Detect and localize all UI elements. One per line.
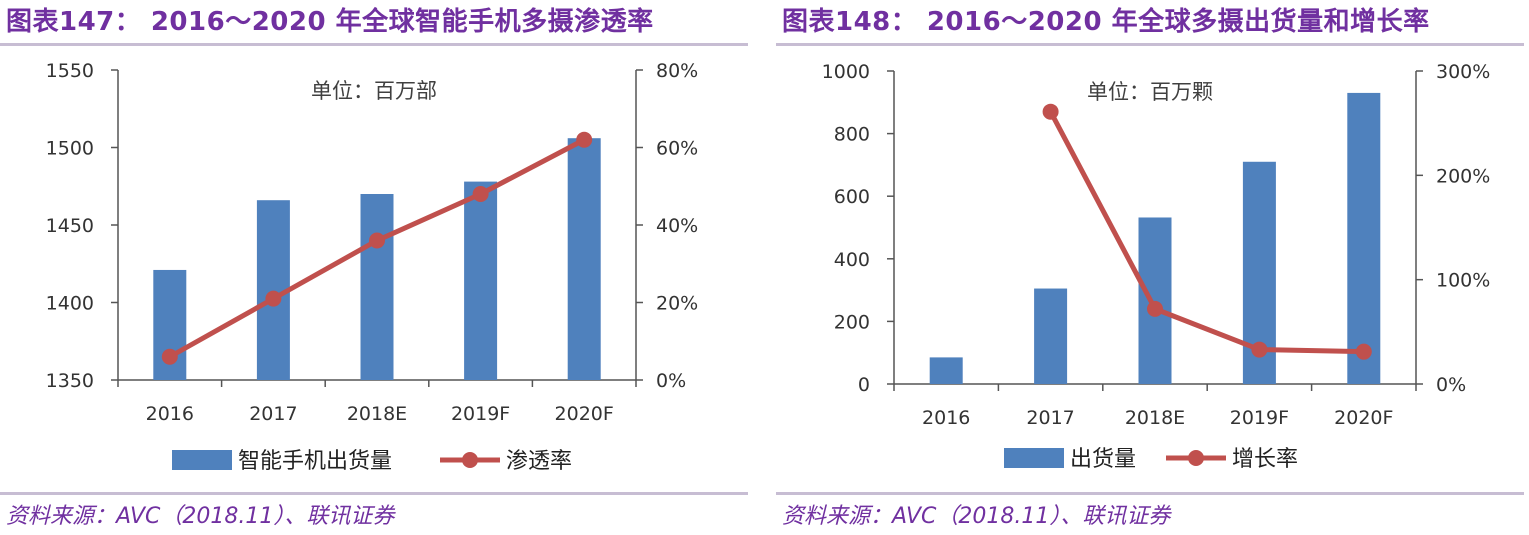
line-point-2020F <box>1355 343 1372 360</box>
right-axis-tick-label: 0% <box>1436 374 1466 396</box>
x-axis-category-label: 2017 <box>1026 407 1074 429</box>
line-point-2018E <box>1147 300 1163 317</box>
line-point-2020F <box>576 131 593 148</box>
left-axis-tick-label: 1500 <box>46 138 94 160</box>
bar-2017 <box>1034 288 1068 384</box>
line-point-2017 <box>1042 103 1059 120</box>
right-axis-tick-label: 40% <box>656 215 698 237</box>
x-axis-category-label: 2019F <box>1230 407 1289 429</box>
source-note: 资料来源：AVC（2018.11）、联讯证券 <box>6 504 395 529</box>
x-axis-category-label: 2019F <box>451 403 510 425</box>
right-axis-tick-label: 100% <box>1436 270 1490 292</box>
bar-2018E <box>360 194 394 380</box>
legend-bar-label: 智能手机出货量 <box>238 449 392 474</box>
x-axis-category-label: 2016 <box>922 407 970 429</box>
legend-line-label: 渗透率 <box>506 449 572 474</box>
bar-2019F <box>464 181 498 380</box>
legend-bar-swatch <box>172 450 232 470</box>
source-note: 资料来源：AVC（2018.11）、联讯证券 <box>782 504 1171 529</box>
title-divider <box>0 43 748 46</box>
line-point-2017 <box>265 290 282 307</box>
left-axis-tick-label: 200 <box>834 311 870 333</box>
title-divider <box>776 43 1524 46</box>
penetration-chart: 1350 1400 1450 1500 1550 0% 20% 40% 60% 80% 2016 20… <box>46 60 699 474</box>
bar-2018E <box>1138 217 1172 384</box>
legend-bar-label: 出货量 <box>1070 447 1136 472</box>
legend-line-marker <box>1188 450 1204 466</box>
right-axis-tick-label: 0% <box>656 370 686 392</box>
bar-2016 <box>929 357 963 384</box>
unit-note: 单位：百万颗 <box>1087 80 1213 104</box>
left-axis-tick-label: 600 <box>834 186 870 208</box>
chart-panel-shipments: 图表148： 2016～2020 年全球多摄出货量和增长率 0 200 400 600… <box>776 0 1524 535</box>
line-point-2019F <box>1251 341 1268 358</box>
unit-note: 单位：百万部 <box>311 79 437 103</box>
left-axis-tick-label: 1550 <box>46 60 94 82</box>
line-point-2018E <box>369 232 385 249</box>
left-axis-tick-label: 0 <box>858 374 870 396</box>
legend-line-marker <box>462 452 478 468</box>
left-axis-tick-label: 1450 <box>46 215 94 237</box>
x-axis-category-label: 2020F <box>555 403 614 425</box>
source-divider <box>0 492 748 495</box>
line-point-2019F <box>472 186 489 202</box>
legend-line-label: 增长率 <box>1232 447 1298 472</box>
series-line <box>1048 110 1364 355</box>
left-axis-tick-label: 1400 <box>46 293 94 315</box>
bar-2020F <box>1347 92 1381 384</box>
x-axis-category-label: 2017 <box>249 403 297 425</box>
left-axis-tick-label: 800 <box>834 124 870 146</box>
legend-bar-swatch <box>1004 448 1064 468</box>
right-axis-tick-label: 300% <box>1436 61 1490 83</box>
bar-2020F <box>567 138 601 380</box>
x-axis-category-label: 2018E <box>347 403 407 425</box>
chart-panel-penetration: 图表147： 2016～2020 年全球智能手机多摄渗透率 1350 1400 14… <box>0 0 748 535</box>
chart-title: 图表148： 2016～2020 年全球多摄出货量和增长率 <box>782 7 1430 37</box>
x-axis-category-label: 2020F <box>1334 407 1393 429</box>
chart-title: 图表147： 2016～2020 年全球智能手机多摄渗透率 <box>6 7 654 37</box>
left-axis-tick-label: 1000 <box>822 61 870 83</box>
shipments-chart: 0 200 400 600 800 1000 0% 100% 200% 300% 2016 2017 2… <box>822 61 1491 472</box>
source-divider <box>776 492 1524 495</box>
left-axis-tick-label: 1350 <box>46 370 94 392</box>
line-point-2016 <box>161 348 178 365</box>
right-axis-tick-label: 20% <box>656 293 698 315</box>
x-axis-category-label: 2016 <box>146 403 194 425</box>
right-axis-tick-label: 200% <box>1436 165 1490 187</box>
right-axis-tick-label: 80% <box>656 60 698 82</box>
x-axis-category-label: 2018E <box>1125 407 1185 429</box>
right-axis-tick-label: 60% <box>656 138 698 160</box>
left-axis-tick-label: 400 <box>834 249 870 271</box>
